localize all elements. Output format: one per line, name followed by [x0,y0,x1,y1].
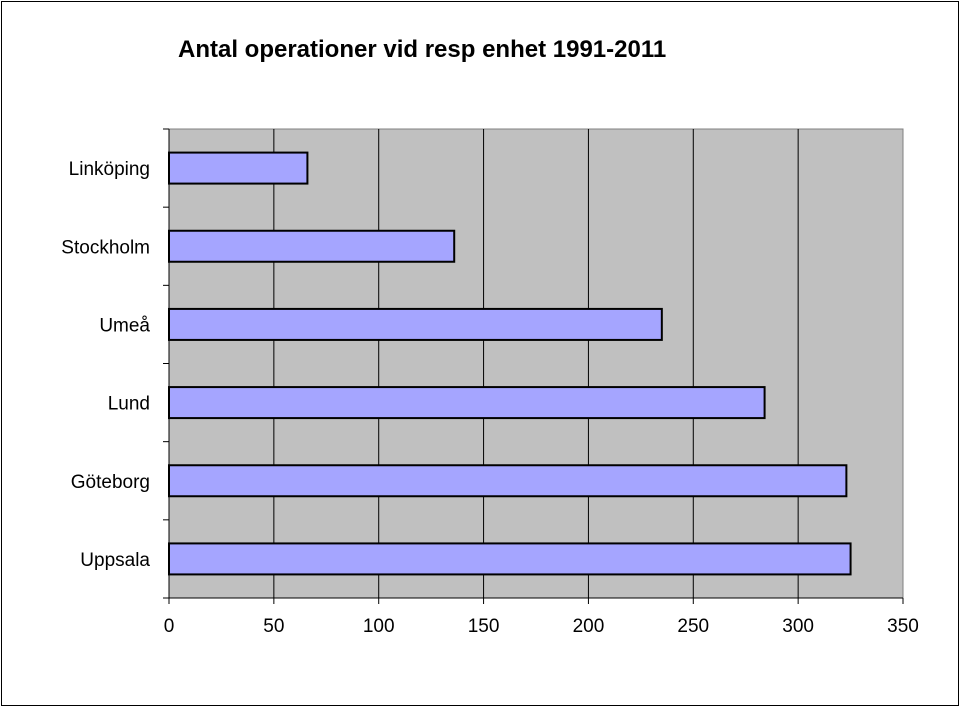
plot-area [168,128,904,599]
y-tick-label: Linköping [69,159,150,180]
bar [168,151,309,185]
x-tick-label: 300 [782,616,814,637]
y-tick-label: Lund [108,394,150,415]
bar [168,386,766,420]
bar [168,542,852,576]
grid-lines [273,129,799,598]
y-tick-label: Uppsala [80,550,150,571]
axes [163,128,904,604]
x-tick-label: 250 [677,616,709,637]
x-tick-label: 200 [573,616,605,637]
bar [168,464,848,498]
y-tick-label: Stockholm [61,237,150,258]
y-tick-label: Göteborg [71,472,150,493]
x-tick-label: 150 [468,616,500,637]
bars [168,151,852,576]
x-tick-label: 350 [887,616,919,637]
y-tick-label: Umeå [99,315,150,336]
x-tick-label: 50 [263,616,284,637]
y-axis-labels: Linköping Stockholm Umeå Lund Göteborg Uppsal… [61,159,150,571]
bar [168,307,663,341]
bar [168,229,456,263]
x-tick-label: 100 [363,616,395,637]
x-tick-label: 0 [164,616,175,637]
chart-title: Antal operationer vid resp enhet 1991-20… [178,36,667,63]
x-axis-labels: 0 50 100 150 200 250 300 350 [164,616,919,637]
